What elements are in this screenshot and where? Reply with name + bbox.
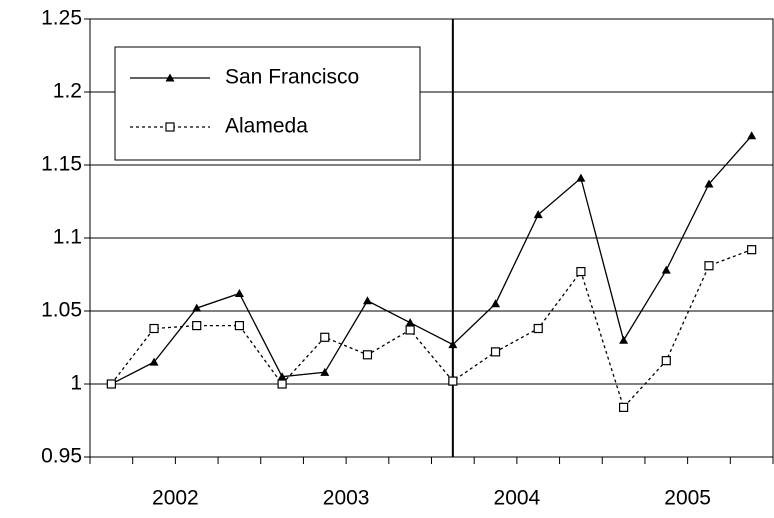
marker	[277, 372, 287, 381]
marker	[704, 179, 714, 188]
legend-marker	[165, 122, 175, 132]
marker	[149, 357, 159, 366]
marker	[661, 356, 671, 366]
marker	[704, 261, 714, 271]
y-tick-label: 1.15	[41, 153, 82, 176]
marker	[747, 245, 757, 255]
y-tick-label: 0.95	[41, 445, 82, 468]
marker	[320, 332, 330, 342]
legend-box	[114, 46, 421, 161]
x-tick-label: 2003	[323, 487, 370, 510]
marker	[576, 266, 586, 277]
marker	[149, 323, 159, 334]
marker	[192, 303, 202, 312]
marker	[234, 288, 244, 297]
x-tick-label: 2002	[152, 487, 199, 510]
marker	[533, 210, 543, 219]
marker	[576, 173, 586, 182]
marker	[192, 321, 202, 331]
x-tick-label: 2005	[664, 487, 711, 510]
marker	[533, 323, 543, 334]
marker	[106, 379, 116, 389]
y-tick-label: 1.25	[41, 7, 82, 30]
series-line	[110, 249, 752, 409]
marker	[490, 347, 501, 357]
legend-label: Alameda	[225, 115, 308, 138]
legend: San Francisco Alameda	[114, 46, 421, 161]
marker	[405, 325, 415, 335]
marker	[491, 299, 501, 308]
marker	[320, 367, 330, 376]
marker	[362, 350, 373, 360]
marker	[405, 318, 415, 327]
marker	[661, 265, 671, 274]
marker	[448, 376, 458, 386]
marker	[747, 131, 757, 140]
y-tick-label: 1.1	[53, 226, 82, 249]
marker	[362, 296, 372, 305]
legend-label: San Francisco	[225, 66, 359, 89]
series-line	[111, 135, 753, 385]
marker	[448, 340, 458, 349]
marker	[277, 379, 287, 389]
marker	[618, 402, 629, 412]
y-tick-label: 1.05	[41, 299, 82, 322]
legend-marker	[165, 73, 175, 82]
marker	[234, 321, 245, 331]
y-tick-label: 1.2	[53, 80, 82, 103]
marker	[619, 335, 629, 344]
x-tick-label: 2004	[494, 487, 541, 510]
y-tick-label: 1	[70, 372, 82, 395]
